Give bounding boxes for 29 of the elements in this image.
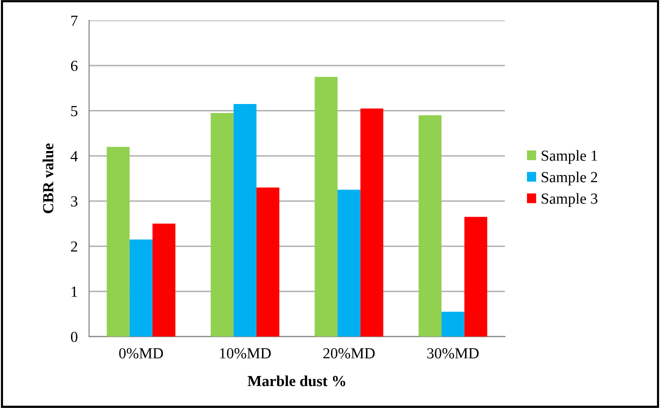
bar xyxy=(234,104,256,337)
bar xyxy=(338,190,360,337)
bar xyxy=(464,216,488,337)
legend-label: Sample 2 xyxy=(542,172,598,186)
legend-label: Sample 1 xyxy=(542,150,598,164)
y-tick-label: 2 xyxy=(71,241,78,252)
x-tick-label: 30%MD xyxy=(427,348,479,359)
y-axis-title: CBR value xyxy=(42,143,54,214)
x-tick-label: 20%MD xyxy=(323,348,375,359)
y-tick-label: 3 xyxy=(71,196,78,207)
bar xyxy=(152,224,176,337)
bar xyxy=(130,239,153,337)
y-tick-label: 0 xyxy=(70,332,78,342)
y-tick-label: 5 xyxy=(71,106,78,116)
bar xyxy=(210,113,234,337)
bar xyxy=(418,115,442,337)
bar xyxy=(360,108,384,337)
x-tick-label: 0%MD xyxy=(119,348,163,359)
legend-label: Sample 3 xyxy=(542,193,598,207)
y-tick-label: 1 xyxy=(72,286,78,297)
bar xyxy=(441,312,464,337)
bar xyxy=(314,76,338,337)
x-tick-label: 10%MD xyxy=(220,348,271,359)
y-tick-label: 7 xyxy=(71,16,78,26)
y-tick-label: 6 xyxy=(71,60,78,72)
bar xyxy=(256,188,280,337)
bar xyxy=(106,146,130,337)
y-tick-label: 4 xyxy=(70,151,78,162)
x-axis-title: Marble dust % xyxy=(248,375,346,386)
